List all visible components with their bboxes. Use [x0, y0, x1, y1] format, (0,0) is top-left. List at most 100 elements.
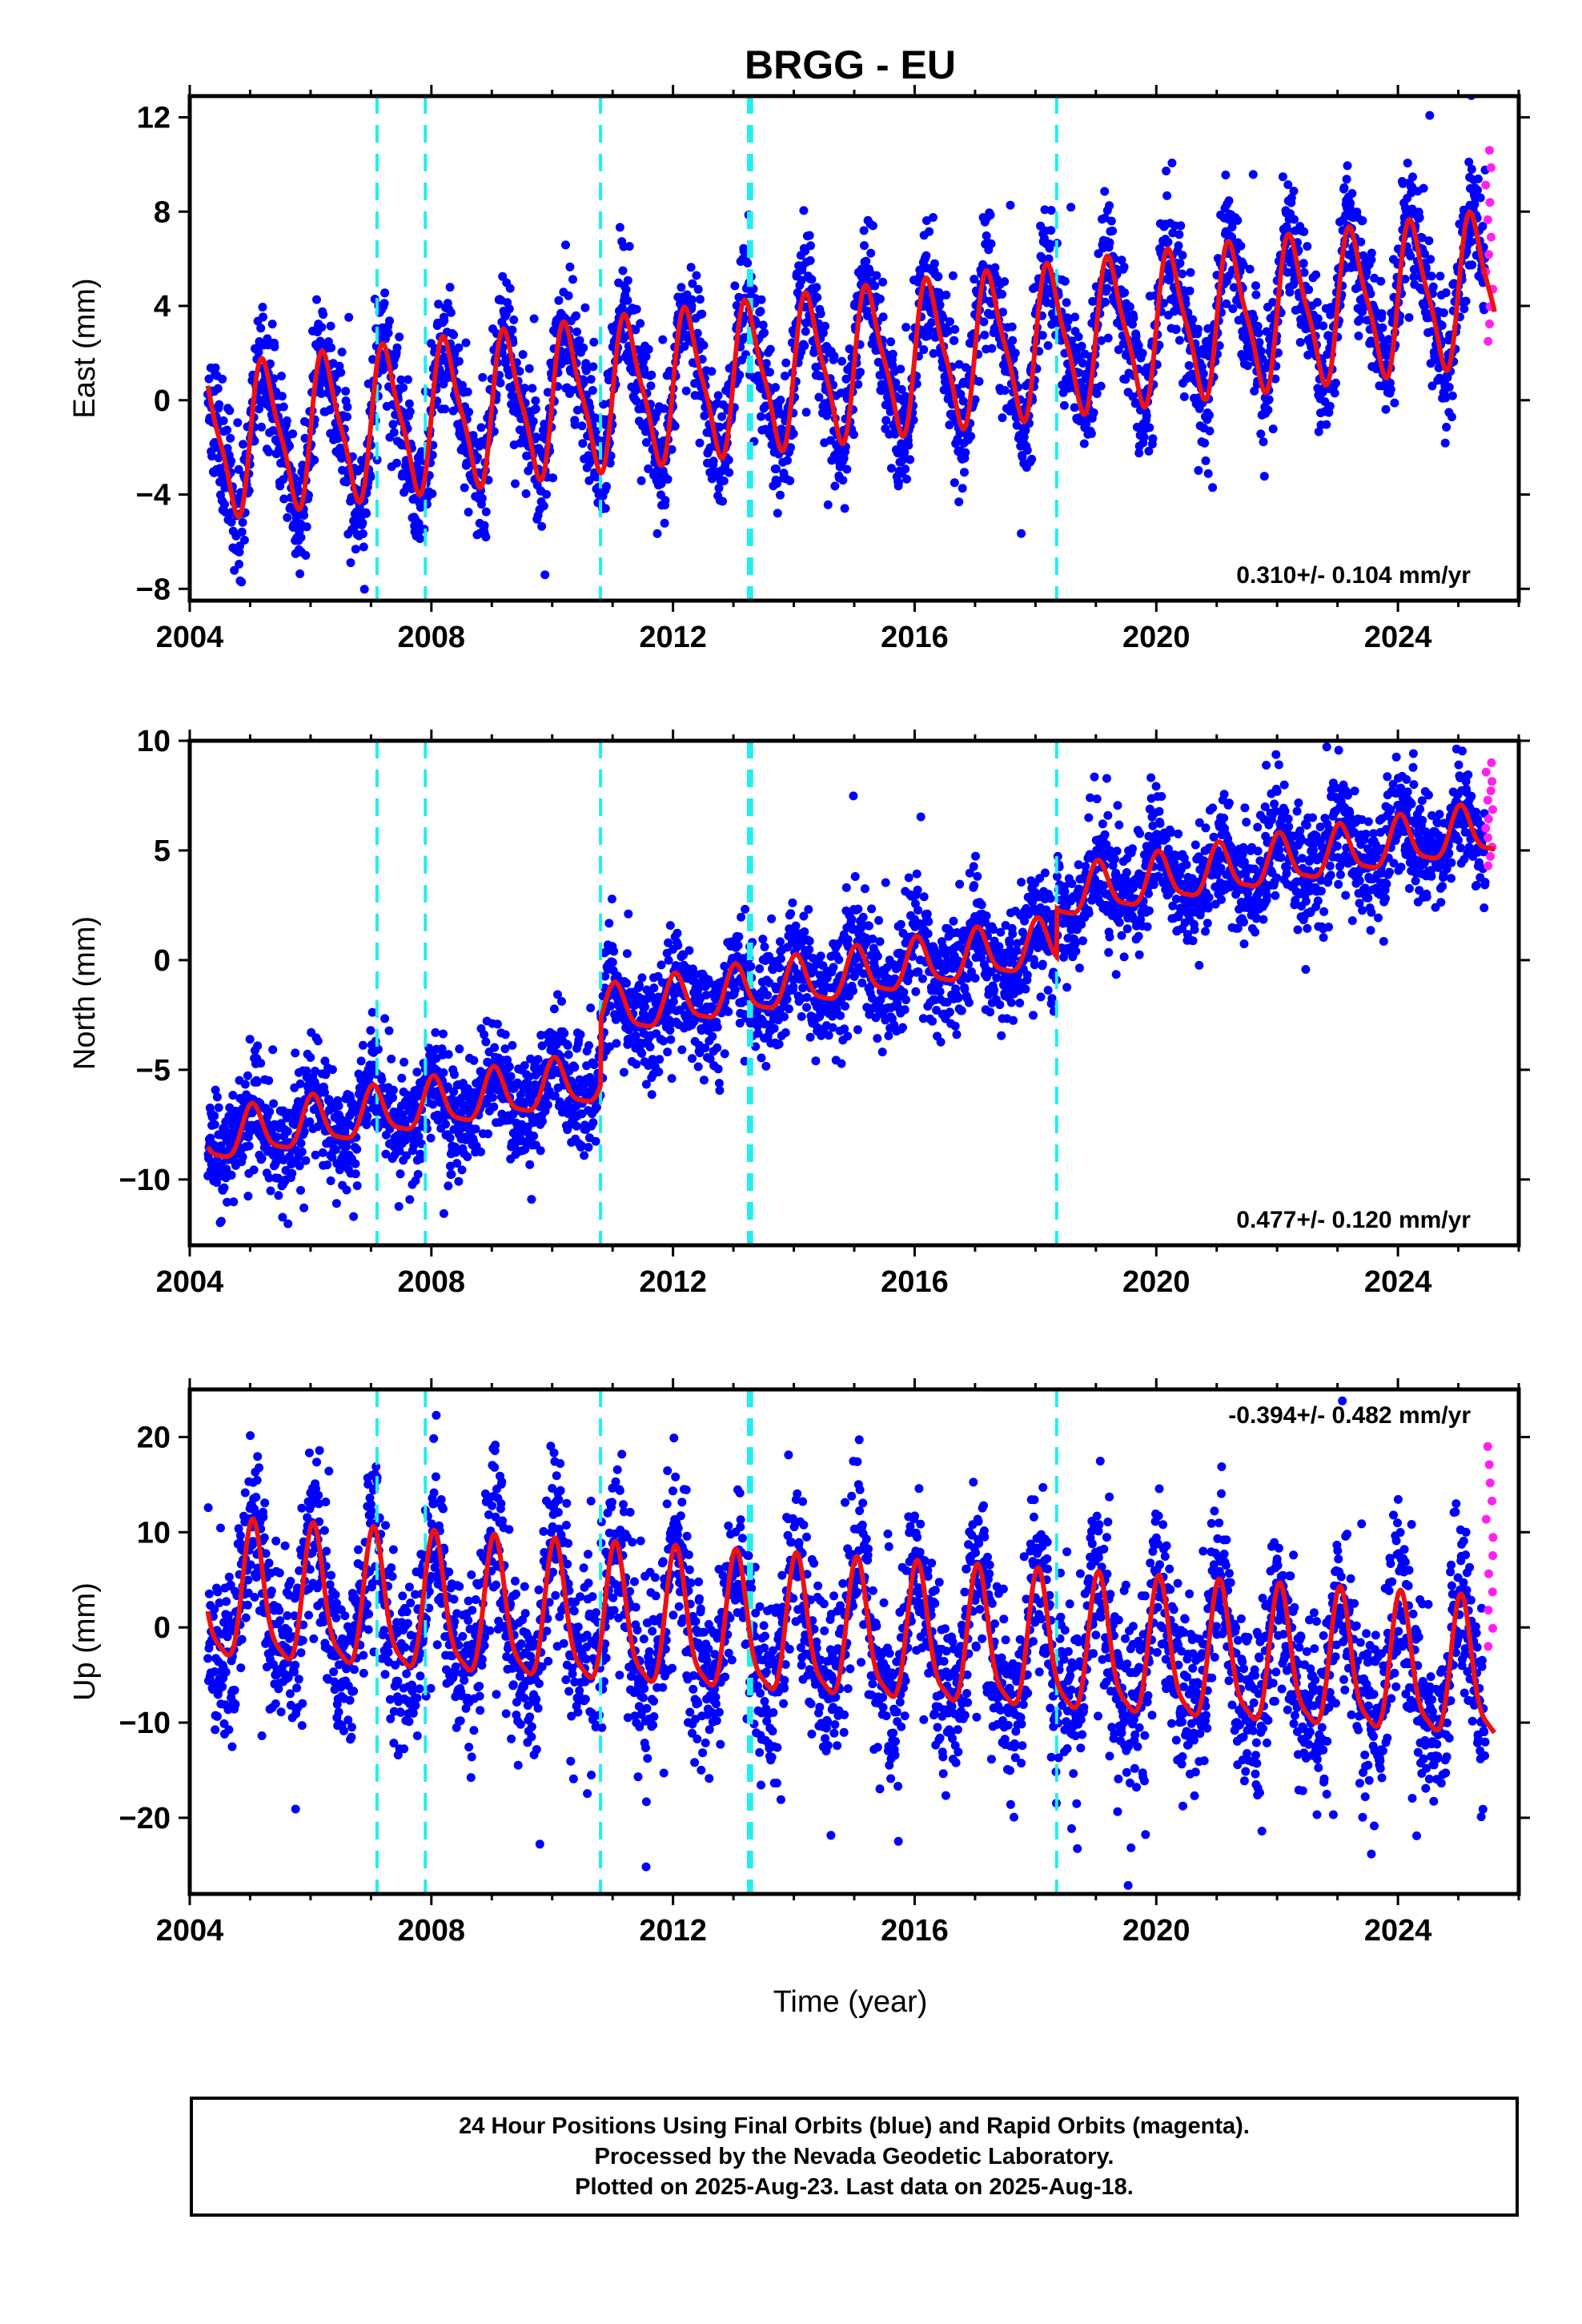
- north-final-point: [287, 1168, 297, 1178]
- east-final-point: [554, 296, 564, 305]
- east-final-point: [1205, 410, 1214, 420]
- north-final-point: [274, 1191, 283, 1200]
- east-final-point: [829, 352, 839, 361]
- east-final-point: [861, 256, 871, 266]
- east-final-point: [1092, 389, 1102, 399]
- north-final-point: [400, 1057, 409, 1067]
- east-final-point: [1079, 439, 1089, 448]
- east-final-point: [1101, 297, 1110, 307]
- east-final-point: [1178, 269, 1187, 279]
- north-final-point: [396, 1169, 405, 1179]
- east-final-point: [661, 496, 670, 505]
- east-final-point: [1100, 213, 1110, 223]
- east-final-point: [621, 285, 631, 295]
- east-final-point: [686, 263, 696, 272]
- east-final-point: [801, 408, 811, 417]
- east-final-point: [602, 481, 612, 491]
- north-final-point: [527, 1195, 536, 1204]
- north-final-point: [296, 1139, 306, 1148]
- east-final-point: [540, 420, 549, 428]
- east-final-point: [1046, 226, 1056, 235]
- east-final-point: [581, 359, 591, 368]
- east-final-point: [464, 408, 474, 416]
- east-final-point: [954, 360, 964, 369]
- north-final-point: [269, 1099, 279, 1108]
- east-final-point: [789, 429, 798, 438]
- east-final-point: [204, 374, 214, 384]
- east-final-point: [1467, 164, 1476, 174]
- east-final-point: [504, 304, 514, 314]
- east-final-point: [1468, 260, 1477, 270]
- east-final-point: [1251, 281, 1260, 291]
- east-final-point: [1194, 324, 1203, 334]
- east-final-point: [498, 271, 508, 281]
- east-final-point: [1221, 171, 1231, 179]
- north-final-point: [637, 973, 647, 983]
- east-final-point: [540, 570, 550, 580]
- east-final-point: [842, 464, 852, 474]
- east-final-point: [213, 384, 223, 393]
- east-final-point: [1428, 282, 1438, 292]
- east-final-point: [1045, 239, 1054, 249]
- east-final-point: [416, 534, 424, 544]
- north-final-point: [388, 1085, 398, 1095]
- north-final-point: [489, 1102, 499, 1112]
- east-final-point: [641, 438, 651, 447]
- east-final-point: [919, 345, 929, 355]
- north-final-point: [640, 1002, 650, 1011]
- east-final-point: [934, 271, 943, 281]
- east-final-point: [860, 241, 869, 251]
- east-final-point: [1134, 341, 1143, 350]
- east-final-point: [521, 489, 531, 498]
- east-final-point: [838, 476, 848, 485]
- east-final-point: [269, 374, 279, 384]
- east-final-point: [288, 429, 298, 439]
- east-final-point: [1285, 287, 1295, 297]
- east-final-point: [713, 391, 723, 400]
- north-final-point: [366, 1026, 375, 1035]
- east-final-point: [223, 444, 232, 453]
- east-final-point: [960, 468, 969, 477]
- east-final-point: [277, 392, 287, 401]
- east-final-point: [980, 330, 990, 340]
- east-final-point: [312, 295, 321, 304]
- east-final-point: [1319, 321, 1328, 331]
- east-final-point: [570, 420, 580, 429]
- north-final-point: [394, 1202, 404, 1211]
- east-final-point: [1287, 193, 1296, 203]
- east-final-point: [1205, 426, 1215, 436]
- north-final-point: [327, 1065, 337, 1075]
- east-final-point: [476, 423, 486, 432]
- east-final-point: [1078, 359, 1087, 368]
- east-final-point: [1105, 238, 1114, 247]
- east-final-point: [496, 378, 505, 388]
- east-final-point: [697, 309, 707, 319]
- east-final-point: [359, 542, 368, 552]
- east-final-point: [1170, 307, 1179, 316]
- east-final-point: [304, 490, 313, 500]
- east-final-point: [780, 372, 789, 380]
- east-final-point: [1415, 213, 1424, 223]
- east-final-point: [1224, 196, 1234, 206]
- east-final-point: [282, 416, 291, 425]
- east-final-point: [1381, 404, 1391, 414]
- east-final-point: [757, 412, 765, 421]
- east-final-point: [801, 246, 810, 255]
- east-final-point: [825, 436, 835, 445]
- east-final-point: [816, 309, 825, 319]
- east-final-point: [998, 308, 1007, 317]
- east-final-point: [392, 458, 401, 468]
- north-final-point: [693, 1062, 703, 1072]
- east-final-point: [1128, 392, 1138, 401]
- north-final-point: [356, 1056, 366, 1066]
- east-final-orbit-points: [203, 96, 1490, 594]
- east-final-point: [454, 343, 464, 352]
- east-final-point: [1129, 313, 1138, 323]
- east-final-point: [567, 385, 576, 395]
- east-final-point: [520, 384, 529, 393]
- north-final-point: [564, 1050, 573, 1059]
- north-final-point: [249, 1165, 259, 1175]
- east-final-point: [688, 279, 697, 288]
- east-final-point: [849, 430, 858, 440]
